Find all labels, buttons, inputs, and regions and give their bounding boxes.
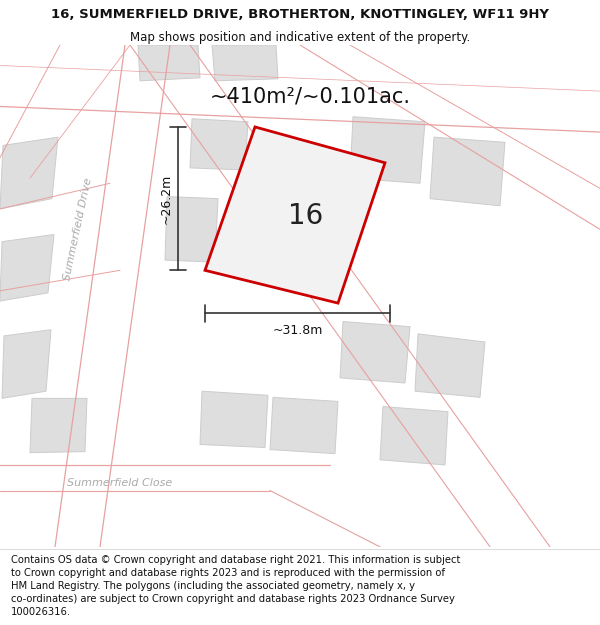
Polygon shape	[2, 330, 51, 398]
Text: ~410m²/~0.101ac.: ~410m²/~0.101ac.	[209, 86, 410, 106]
Text: 16, SUMMERFIELD DRIVE, BROTHERTON, KNOTTINGLEY, WF11 9HY: 16, SUMMERFIELD DRIVE, BROTHERTON, KNOTT…	[51, 8, 549, 21]
Polygon shape	[138, 45, 200, 81]
Polygon shape	[190, 119, 248, 170]
Polygon shape	[200, 391, 268, 448]
Polygon shape	[270, 398, 338, 454]
Text: ~31.8m: ~31.8m	[272, 324, 323, 337]
Polygon shape	[430, 137, 505, 206]
Polygon shape	[0, 137, 58, 209]
Polygon shape	[380, 406, 448, 465]
Polygon shape	[350, 117, 425, 183]
Polygon shape	[415, 334, 485, 398]
Polygon shape	[165, 197, 218, 262]
Polygon shape	[340, 321, 410, 383]
Text: Map shows position and indicative extent of the property.: Map shows position and indicative extent…	[130, 31, 470, 44]
Text: Contains OS data © Crown copyright and database right 2021. This information is : Contains OS data © Crown copyright and d…	[11, 555, 460, 618]
Text: 16: 16	[288, 202, 323, 230]
Text: Summerfield Drive: Summerfield Drive	[62, 177, 94, 282]
Polygon shape	[30, 398, 87, 452]
Polygon shape	[205, 127, 385, 303]
Text: ~26.2m: ~26.2m	[160, 174, 173, 224]
Text: Summerfield Close: Summerfield Close	[67, 478, 173, 488]
Polygon shape	[0, 45, 600, 547]
Polygon shape	[0, 234, 54, 301]
Polygon shape	[212, 45, 278, 81]
